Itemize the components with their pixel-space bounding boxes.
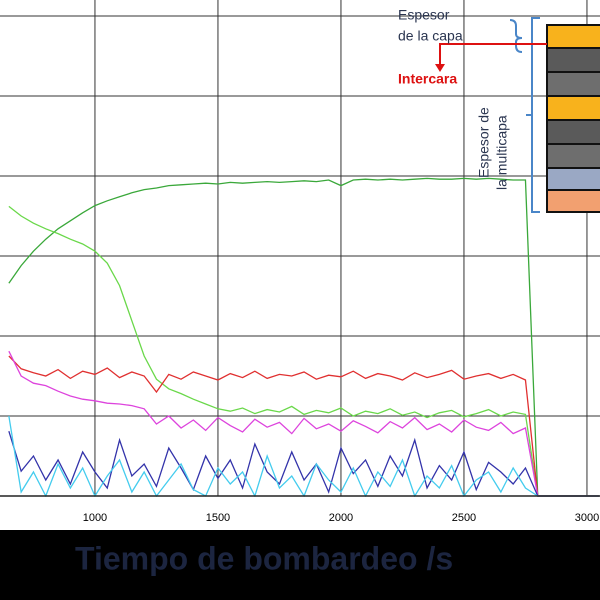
- layer: [546, 95, 600, 121]
- layer: [546, 47, 600, 73]
- layer: [546, 71, 600, 97]
- layer: [546, 143, 600, 169]
- interface-pointer: [439, 43, 547, 66]
- layer: [546, 167, 600, 191]
- annotation: Espesor de: [476, 107, 492, 178]
- layer: [546, 24, 600, 49]
- arrow-head: [435, 64, 445, 72]
- series-line: [8, 205, 600, 497]
- brace-multilayer: [526, 17, 540, 213]
- x-tick-label: 1000: [83, 512, 107, 524]
- x-tick-label: 2500: [452, 512, 476, 524]
- series-line: [8, 350, 600, 497]
- footer-band: [0, 530, 600, 600]
- layer: [546, 119, 600, 145]
- series-line: [8, 177, 600, 497]
- x-tick-label: 3000: [575, 512, 599, 524]
- multilayer-diagram: [546, 24, 600, 213]
- annotation: de la capa: [398, 28, 463, 44]
- series-line: [8, 355, 600, 497]
- x-tick-label: 2000: [329, 512, 353, 524]
- x-ticks: 1000 1500 2000 2500 3000: [83, 512, 599, 524]
- layer: [546, 189, 600, 213]
- x-axis-label: Tiempo de bombardeo /s: [75, 540, 453, 576]
- series-line: [8, 431, 600, 497]
- annotation: la multicapa: [494, 115, 510, 190]
- annotation: Espesor: [398, 7, 450, 23]
- annotation: Intercara: [398, 71, 457, 87]
- x-tick-label: 1500: [206, 512, 230, 524]
- brace-layer: [509, 19, 523, 53]
